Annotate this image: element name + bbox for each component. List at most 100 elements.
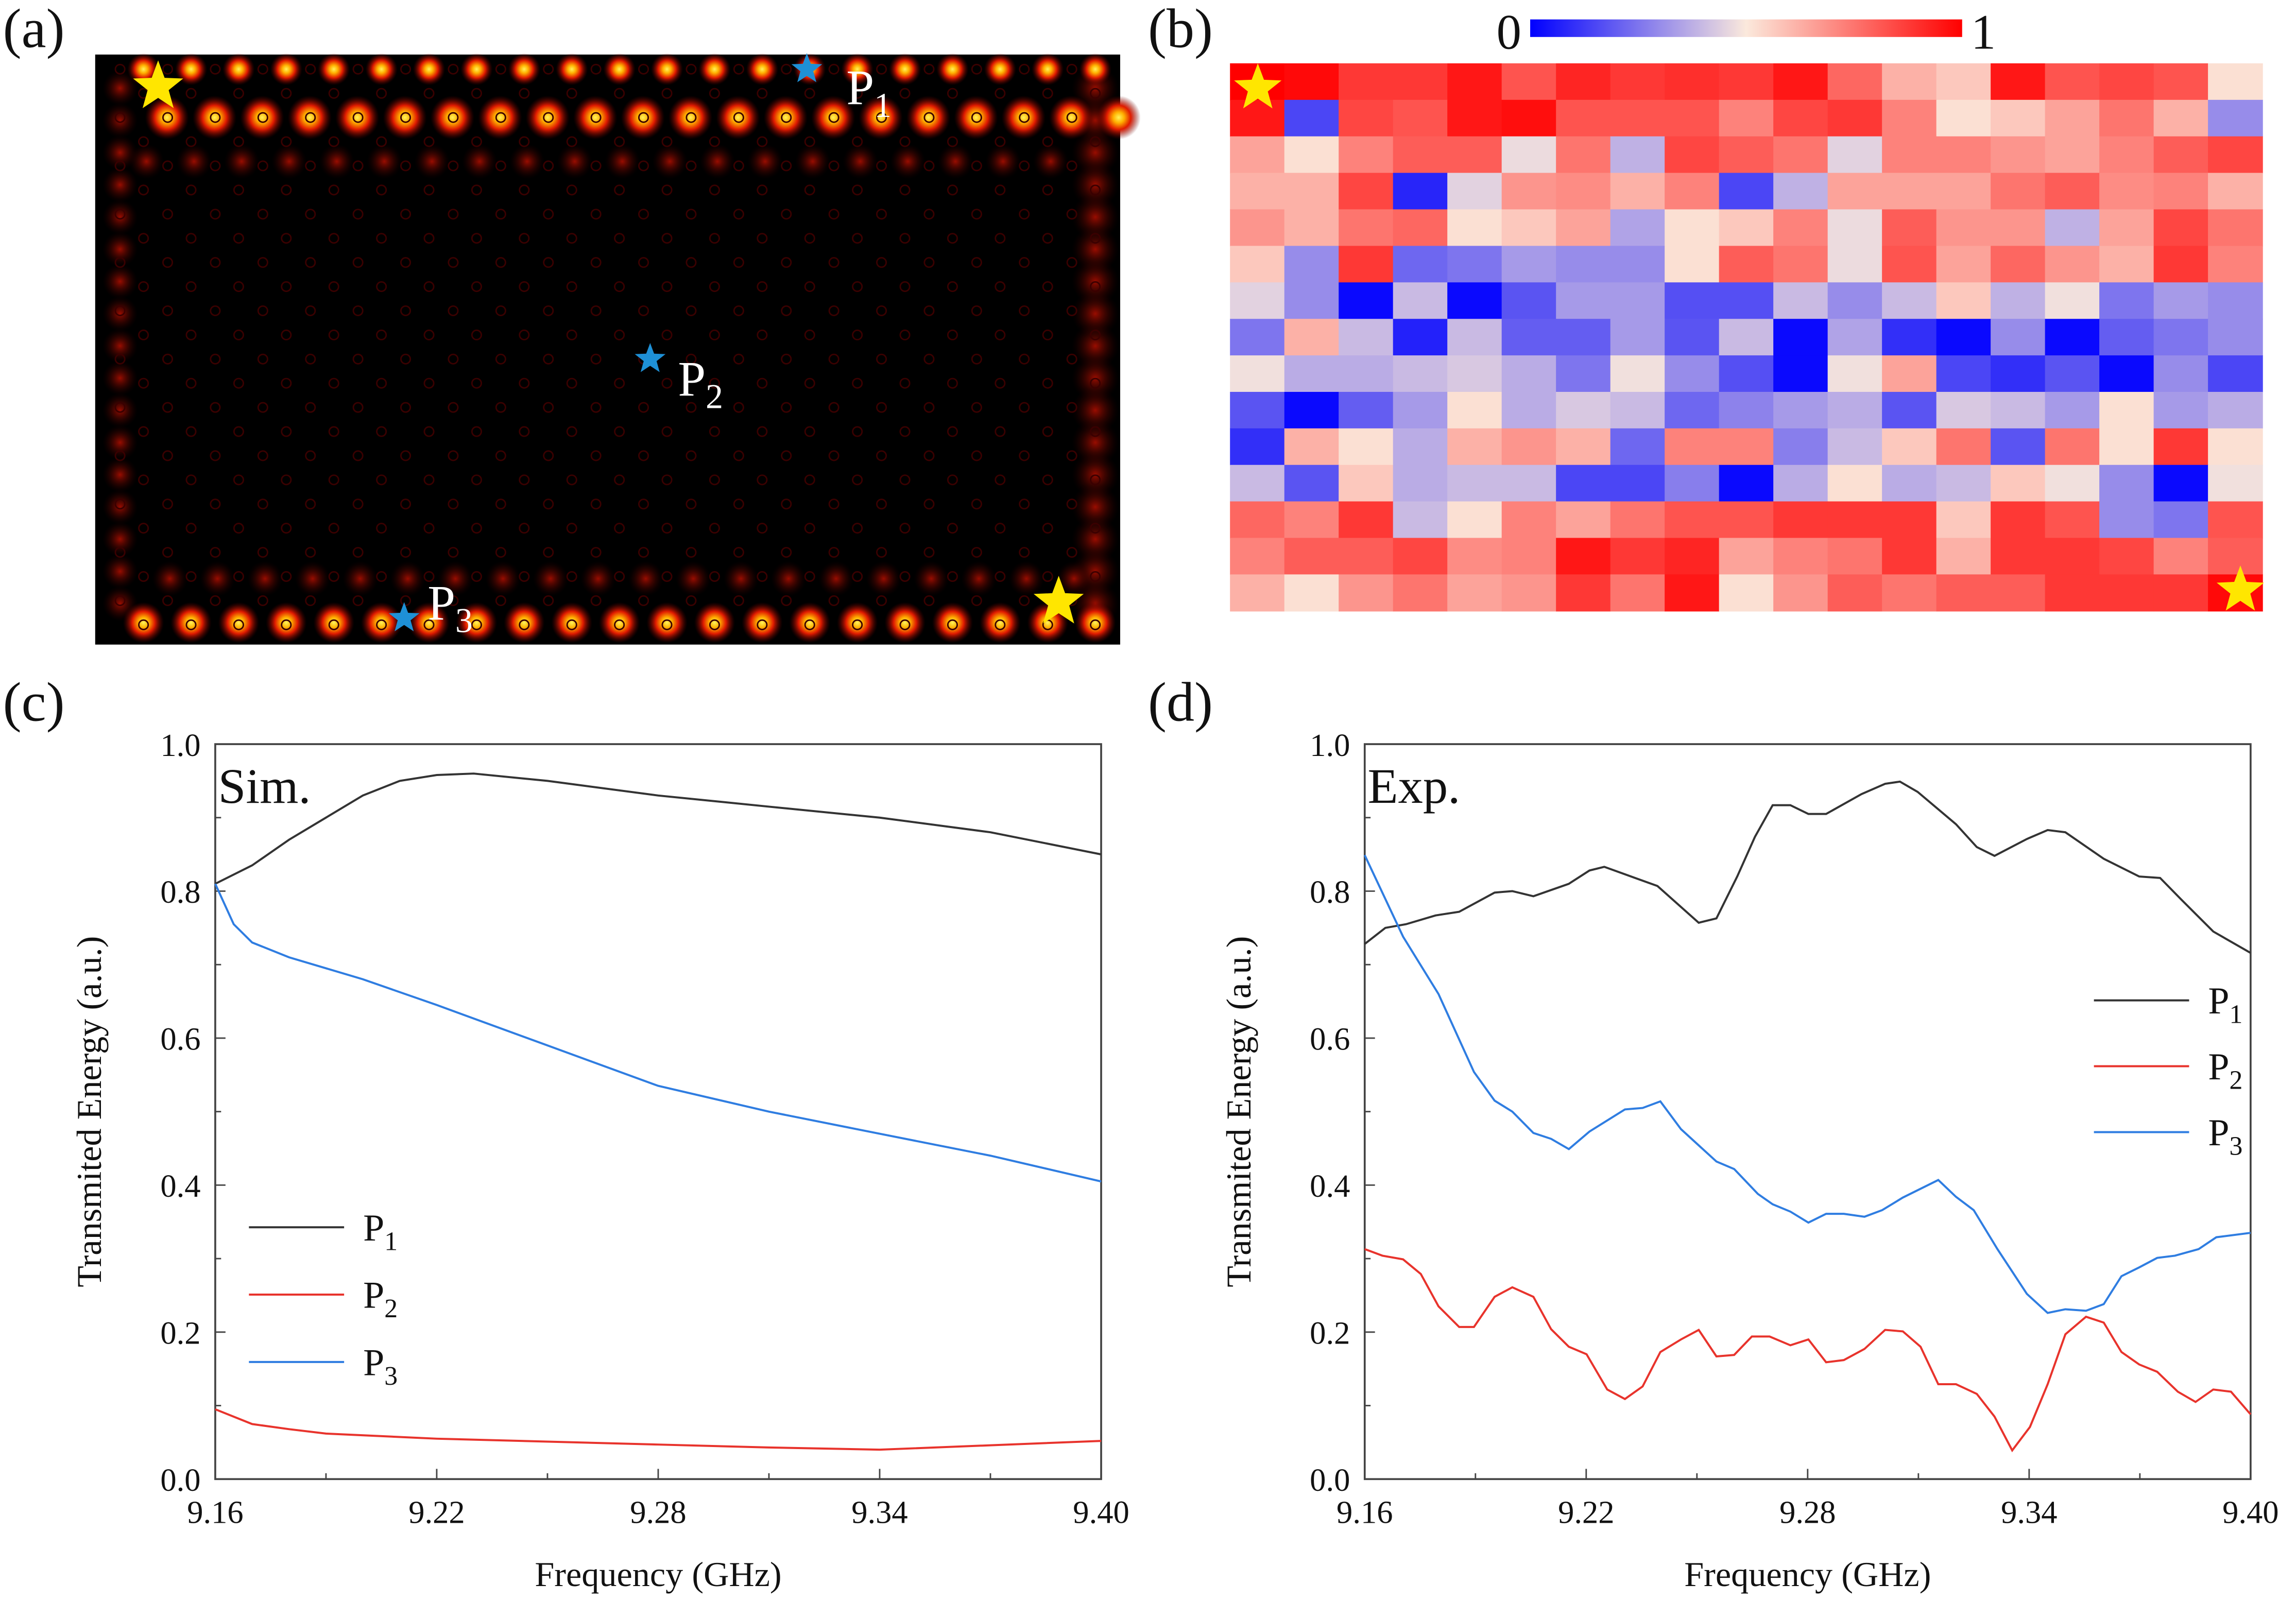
lattice-rod bbox=[281, 329, 292, 340]
heatmap-cell bbox=[1610, 282, 1666, 320]
label-base: P bbox=[2208, 1111, 2229, 1154]
lattice-rod bbox=[471, 426, 482, 437]
heatmap-cell bbox=[1991, 63, 2046, 101]
lattice-rod bbox=[995, 233, 1006, 244]
heatmap-cell bbox=[1991, 355, 2046, 393]
lattice-rod bbox=[185, 619, 197, 630]
lattice-rod bbox=[947, 281, 958, 292]
lattice-rod bbox=[638, 112, 649, 123]
lattice-rod bbox=[876, 402, 887, 413]
lattice-rod bbox=[519, 426, 530, 437]
lattice-rod bbox=[519, 377, 530, 389]
field-hotspot bbox=[598, 602, 640, 643]
line-chart-exp: 9.16 9.22 9.28 9.34 9.40 0.0 0.2 0.4 0.6 0.8 1.0 Fr… bbox=[1219, 727, 2279, 1594]
lattice-rod bbox=[971, 112, 982, 123]
heatmap-cell bbox=[1882, 282, 1937, 320]
lattice-rod bbox=[733, 305, 744, 316]
field-hotspot bbox=[841, 53, 873, 85]
x-axis-label: Frequency (GHz) bbox=[535, 1555, 781, 1594]
lattice-rod bbox=[971, 353, 982, 365]
field-glow-weak bbox=[390, 561, 425, 596]
lattice-rod bbox=[543, 160, 554, 171]
field-hotspot bbox=[127, 53, 160, 85]
lattice-rod bbox=[257, 160, 268, 171]
lattice-rod bbox=[1090, 233, 1101, 244]
lattice-rod bbox=[471, 571, 482, 582]
lattice-rod bbox=[162, 209, 174, 220]
heatmap-cell bbox=[1665, 63, 1720, 101]
heatmap-cell bbox=[2045, 63, 2100, 101]
lattice-rod bbox=[995, 619, 1006, 630]
lattice-rod bbox=[923, 63, 935, 75]
lattice-rod bbox=[114, 112, 126, 123]
lattice-rod bbox=[590, 498, 602, 510]
field-hotspot bbox=[980, 602, 1021, 643]
probe-star-icon bbox=[388, 602, 420, 631]
panel-label-c: (c) bbox=[3, 672, 65, 733]
heatmap-cell bbox=[1393, 501, 1448, 539]
heatmap-cell bbox=[1447, 391, 1502, 429]
lattice-rod bbox=[876, 209, 887, 220]
label-subscript: 1 bbox=[2230, 1000, 2243, 1029]
lattice-rod bbox=[448, 498, 459, 510]
field-glow-weak bbox=[176, 144, 212, 179]
lattice-rod bbox=[471, 281, 482, 292]
lattice-rod bbox=[352, 209, 364, 220]
lattice-rod bbox=[757, 571, 768, 582]
lattice-rod bbox=[495, 353, 506, 365]
lattice-rod bbox=[305, 595, 316, 606]
lattice-rod bbox=[971, 498, 982, 510]
lattice-rod bbox=[661, 136, 673, 147]
field-glow-weak bbox=[485, 561, 521, 596]
heatmap-cell bbox=[1393, 136, 1448, 174]
lattice-rod bbox=[614, 571, 625, 582]
lattice-rod bbox=[233, 329, 244, 340]
field-hotspot bbox=[270, 53, 303, 85]
lattice-rod bbox=[114, 547, 126, 558]
lattice-rod bbox=[495, 305, 506, 316]
field-hotspot bbox=[811, 95, 855, 140]
edge-glow bbox=[1072, 515, 1119, 563]
lattice-rod bbox=[590, 450, 602, 461]
lattice-rod bbox=[1019, 112, 1030, 123]
lattice-rod bbox=[804, 619, 815, 630]
heatmap-cell bbox=[1501, 319, 1557, 356]
lattice-rod bbox=[352, 547, 364, 558]
heatmap-cell bbox=[1230, 282, 1285, 320]
lattice-rod bbox=[210, 305, 221, 316]
lattice-rod bbox=[852, 474, 863, 486]
lattice-rod bbox=[1090, 474, 1101, 486]
field-hotspot bbox=[1001, 95, 1046, 140]
source-star-icon bbox=[1234, 63, 1282, 109]
lattice-rod bbox=[328, 329, 339, 340]
lattice-rod bbox=[305, 450, 316, 461]
lattice-rod bbox=[614, 426, 625, 437]
lattice-rod bbox=[257, 450, 268, 461]
lattice-rod bbox=[566, 474, 577, 486]
heatmap-cell bbox=[1773, 99, 1828, 137]
lattice-rod bbox=[709, 426, 720, 437]
heatmap-cell bbox=[2153, 99, 2209, 137]
lattice-rod bbox=[543, 305, 554, 316]
lattice-rod bbox=[661, 474, 673, 486]
heatmap-cell bbox=[1393, 574, 1448, 612]
lattice-rod bbox=[876, 112, 887, 123]
lattice-rod bbox=[352, 112, 364, 123]
lattice-rod bbox=[923, 498, 935, 510]
lattice-rod bbox=[352, 63, 364, 75]
lattice-rod bbox=[1090, 523, 1101, 534]
lattice-rod bbox=[352, 498, 364, 510]
lattice-rod bbox=[543, 257, 554, 268]
field-hotspot bbox=[668, 95, 713, 140]
lattice-rod bbox=[423, 88, 435, 99]
lattice-rod bbox=[971, 63, 982, 75]
lattice-rod bbox=[876, 353, 887, 365]
lattice-rod bbox=[328, 426, 339, 437]
edge-glow bbox=[102, 296, 138, 332]
heatmap-cell bbox=[1719, 136, 1774, 174]
lattice-rod bbox=[281, 233, 292, 244]
lattice-rod bbox=[114, 209, 126, 220]
lattice-rod bbox=[376, 571, 387, 582]
lattice-rod bbox=[376, 426, 387, 437]
